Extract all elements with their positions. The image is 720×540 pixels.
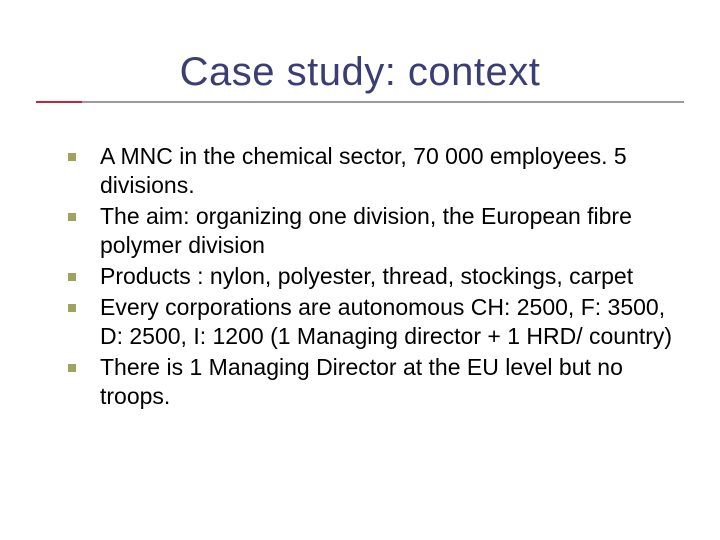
slide-title: Case study: context: [0, 50, 720, 95]
rule-long: [36, 101, 684, 103]
bullet-square-icon: [68, 153, 76, 161]
list-item-text: Every corporations are autonomous CH: 25…: [100, 294, 672, 349]
body-block: A MNC in the chemical sector, 70 000 emp…: [64, 142, 676, 413]
bullet-square-icon: [68, 364, 76, 372]
list-item-text: A MNC in the chemical sector, 70 000 emp…: [100, 143, 627, 198]
bullet-list: A MNC in the chemical sector, 70 000 emp…: [64, 142, 676, 411]
list-item: Every corporations are autonomous CH: 25…: [64, 293, 676, 351]
rule-accent: [36, 101, 82, 103]
list-item-text: The aim: organizing one division, the Eu…: [100, 203, 632, 258]
list-item: The aim: organizing one division, the Eu…: [64, 202, 676, 260]
list-item-text: Products : nylon, polyester, thread, sto…: [100, 263, 633, 289]
title-block: Case study: context: [0, 50, 720, 103]
list-item: There is 1 Managing Director at the EU l…: [64, 353, 676, 411]
title-underline: [36, 101, 684, 103]
bullet-square-icon: [68, 304, 76, 312]
bullet-square-icon: [68, 273, 76, 281]
bullet-square-icon: [68, 213, 76, 221]
slide: Case study: context A MNC in the chemica…: [0, 0, 720, 540]
list-item: Products : nylon, polyester, thread, sto…: [64, 262, 676, 291]
list-item-text: There is 1 Managing Director at the EU l…: [100, 354, 623, 409]
list-item: A MNC in the chemical sector, 70 000 emp…: [64, 142, 676, 200]
